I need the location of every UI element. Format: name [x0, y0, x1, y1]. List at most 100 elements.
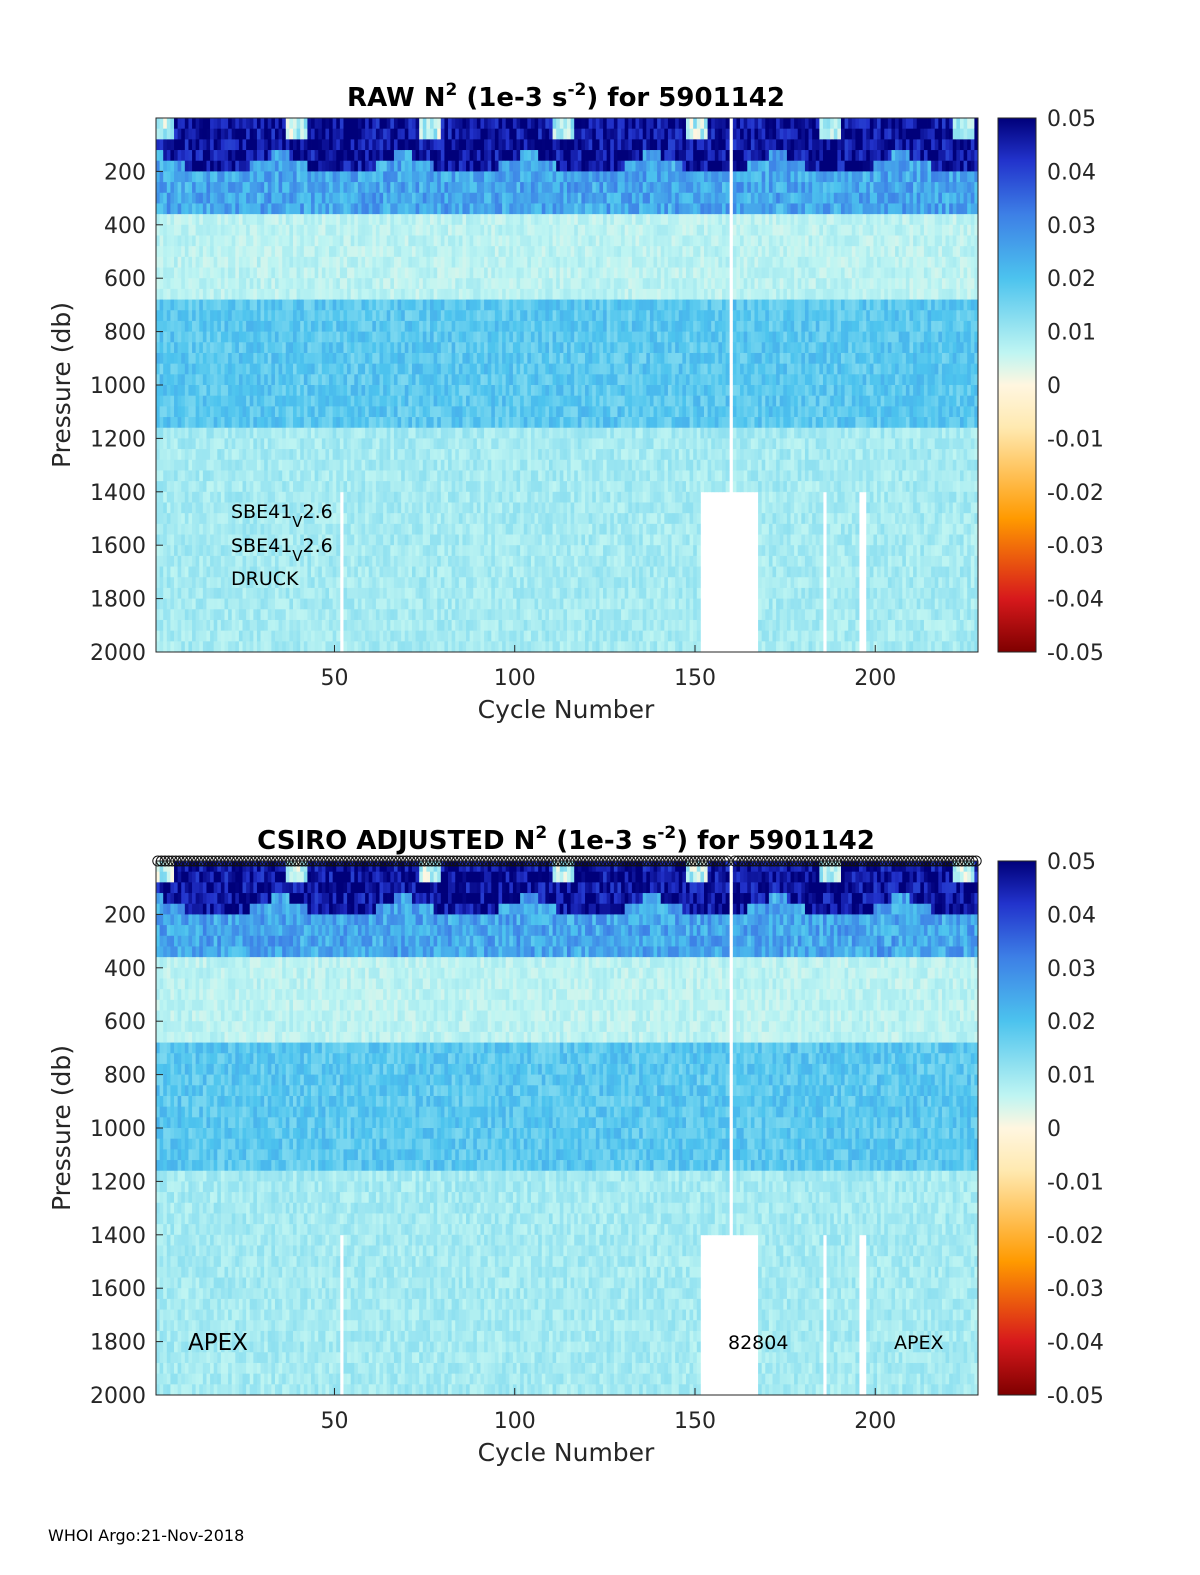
- heatmap-cell: [228, 331, 233, 343]
- heatmap-cell: [321, 481, 326, 493]
- heatmap-cell: [473, 459, 478, 471]
- heatmap-cell: [347, 235, 352, 247]
- heatmap-cell: [156, 150, 161, 162]
- heatmap-cell: [181, 491, 186, 503]
- heatmap-cell: [202, 619, 207, 632]
- heatmap-cell: [415, 374, 420, 386]
- heatmap-cell: [408, 438, 413, 450]
- heatmap-cell: [224, 235, 229, 247]
- heatmap-cell: [383, 310, 388, 322]
- heatmap-cell: [466, 598, 471, 610]
- heatmap-cell: [293, 555, 298, 567]
- heatmap-cell: [228, 641, 233, 653]
- heatmap-cell: [375, 288, 380, 300]
- heatmap-cell: [491, 288, 496, 300]
- heatmap-cell: [408, 406, 413, 418]
- heatmap-cell: [325, 587, 330, 599]
- heatmap-cell: [184, 352, 189, 365]
- heatmap-cell: [408, 545, 413, 557]
- heatmap-cell: [296, 246, 301, 258]
- heatmap-cell: [274, 139, 279, 151]
- heatmap-cell: [159, 545, 164, 557]
- heatmap-cell: [451, 342, 456, 354]
- heatmap-cell: [238, 491, 243, 503]
- heatmap-cell: [390, 438, 395, 450]
- heatmap-cell: [224, 150, 229, 162]
- heatmap-cell: [357, 491, 362, 503]
- heatmap-cell: [174, 214, 179, 226]
- heatmap-cell: [256, 128, 261, 140]
- heatmap-cell: [343, 310, 348, 322]
- heatmap-cell: [375, 566, 380, 578]
- heatmap-cell: [401, 491, 406, 503]
- heatmap-cell: [210, 256, 215, 268]
- heatmap-cell: [386, 587, 391, 599]
- heatmap-cell: [231, 192, 236, 204]
- heatmap-cell: [444, 310, 449, 322]
- heatmap-cell: [213, 523, 218, 535]
- heatmap-cell: [458, 609, 463, 621]
- heatmap-cell: [231, 363, 236, 375]
- heatmap-cell: [437, 555, 442, 567]
- heatmap-cell: [379, 310, 384, 322]
- heatmap-cell: [253, 438, 258, 450]
- heatmap-cell: [440, 310, 445, 322]
- heatmap-cell: [271, 214, 276, 226]
- heatmap-cell: [325, 320, 330, 332]
- heatmap-cell: [404, 630, 409, 642]
- heatmap-cell: [386, 363, 391, 375]
- heatmap-cell: [188, 385, 193, 397]
- heatmap-cell: [311, 513, 316, 525]
- heatmap-cell: [401, 417, 406, 429]
- heatmap-cell: [379, 192, 384, 204]
- heatmap-cell: [347, 203, 352, 215]
- heatmap-cell: [220, 256, 225, 268]
- heatmap-cell: [213, 352, 218, 365]
- heatmap-cell: [267, 342, 272, 354]
- heatmap-cell: [217, 150, 222, 162]
- heatmap-cell: [469, 128, 474, 140]
- heatmap-cell: [350, 278, 355, 290]
- heatmap-cell: [249, 641, 254, 653]
- heatmap-cell: [285, 331, 290, 343]
- heatmap-cell: [285, 203, 290, 215]
- heatmap-cell: [235, 182, 240, 194]
- heatmap-cell: [224, 118, 229, 130]
- heatmap-cell: [213, 267, 218, 279]
- heatmap-cell: [278, 438, 283, 450]
- heatmap-cell: [411, 128, 416, 140]
- heatmap-cell: [235, 385, 240, 397]
- heatmap-cell: [282, 587, 287, 599]
- heatmap-cell: [332, 523, 337, 535]
- heatmap-cell: [393, 118, 398, 130]
- heatmap-cell: [246, 150, 251, 162]
- heatmap-cell: [184, 555, 189, 567]
- heatmap-cell: [170, 481, 175, 493]
- heatmap-cell: [397, 641, 402, 653]
- heatmap-cell: [253, 491, 258, 503]
- heatmap-cell: [426, 288, 431, 300]
- heatmap-cell: [267, 395, 272, 407]
- heatmap-cell: [210, 438, 215, 450]
- heatmap-cell: [339, 256, 344, 268]
- heatmap-cell: [246, 267, 251, 279]
- heatmap-cell: [188, 192, 193, 204]
- heatmap-cell: [307, 566, 312, 578]
- heatmap-cell: [437, 587, 442, 599]
- heatmap-cell: [440, 182, 445, 194]
- heatmap-cell: [311, 267, 316, 279]
- heatmap-cell: [213, 192, 218, 204]
- heatmap-cell: [433, 491, 438, 503]
- heatmap-cell: [466, 160, 471, 172]
- heatmap-cell: [159, 449, 164, 461]
- heatmap-cell: [411, 630, 416, 642]
- heatmap-cell: [213, 438, 218, 450]
- heatmap-cell: [455, 342, 460, 354]
- heatmap-cell: [246, 502, 251, 514]
- heatmap-cell: [177, 278, 182, 290]
- heatmap-cell: [274, 502, 279, 514]
- heatmap-cell: [451, 310, 456, 322]
- heatmap-cell: [300, 256, 305, 268]
- heatmap-cell: [278, 395, 283, 407]
- heatmap-cell: [433, 470, 438, 482]
